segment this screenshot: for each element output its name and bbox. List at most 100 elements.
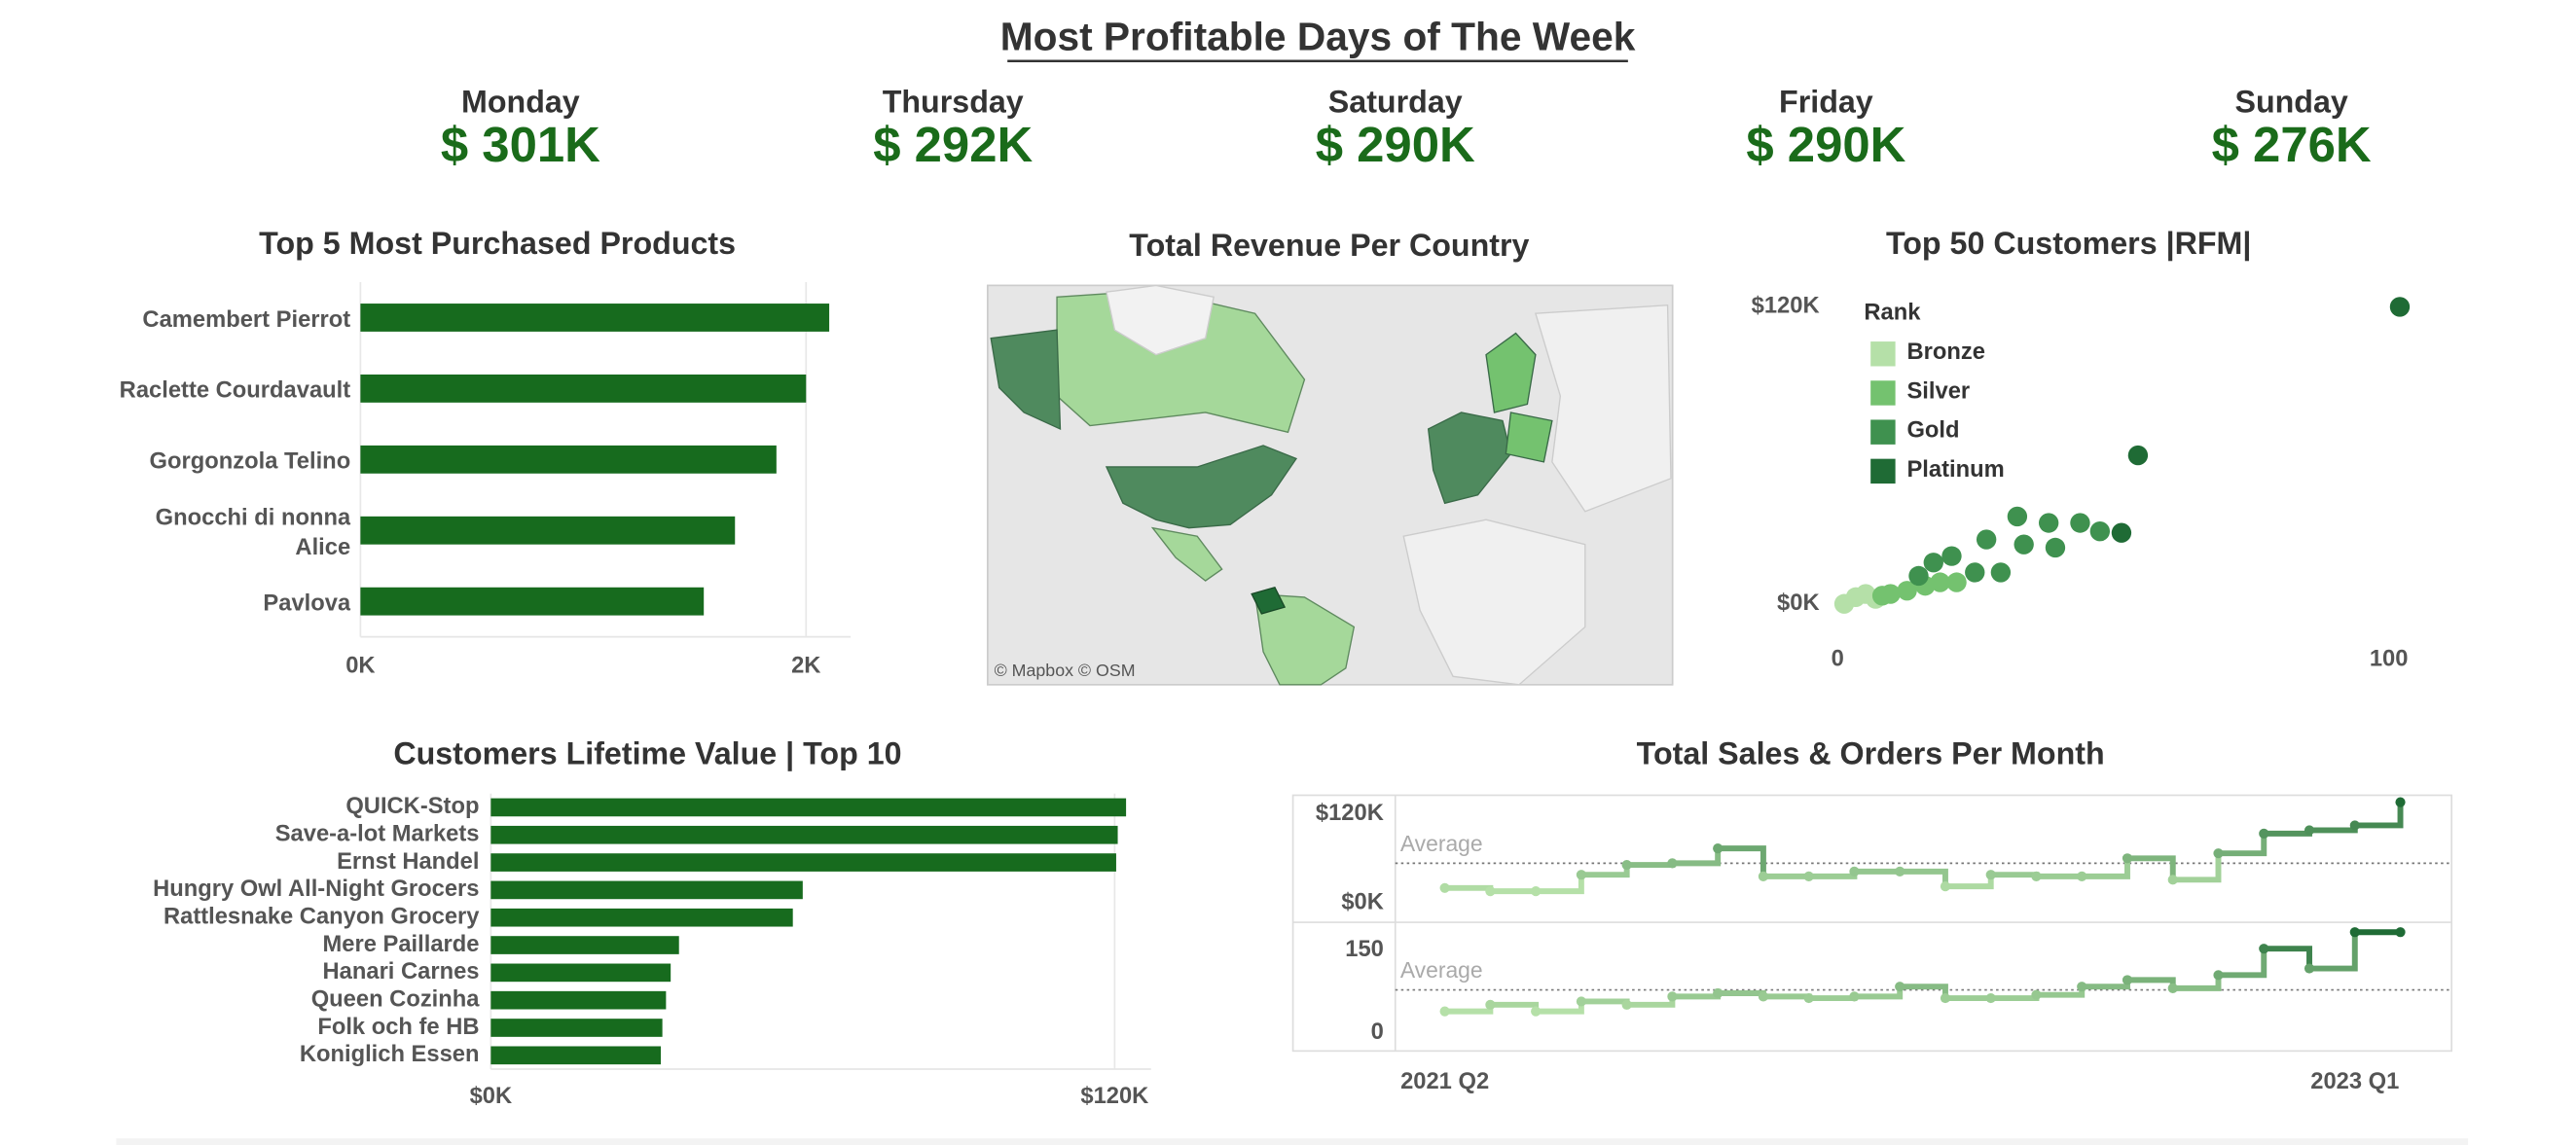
chart-title: Top 5 Most Purchased Products	[259, 226, 736, 261]
chart-title: Top 50 Customers |RFM|	[1886, 226, 2251, 261]
step-point	[2077, 871, 2087, 881]
step-point	[1439, 1006, 1450, 1017]
step-point	[1713, 987, 1723, 999]
legend-entry: Silver	[1906, 378, 1970, 404]
kpi-day: Sunday	[2234, 84, 2347, 119]
average-label: Average	[1400, 957, 1483, 983]
scatter-point	[2014, 534, 2034, 555]
step-point	[2259, 944, 2269, 954]
y-tick-label: Hanari Carnes	[323, 959, 480, 984]
step-point	[2213, 970, 2224, 981]
step-point	[2122, 853, 2133, 864]
step-segment	[2172, 975, 2222, 991]
step-segment	[1900, 868, 1948, 887]
step-point	[1485, 886, 1496, 897]
bar	[490, 908, 793, 927]
category-label-box: Gorgonzola Telino	[149, 446, 351, 473]
step-point	[2031, 989, 2042, 1000]
step-segment	[2264, 946, 2312, 969]
step-segment	[1580, 865, 1630, 878]
step-point	[1621, 859, 1632, 871]
kpi-value: $ 292K	[873, 117, 1033, 172]
kpi-value: $ 301K	[441, 117, 600, 172]
y-tick-label: Pavlova	[263, 588, 351, 615]
y-tick-label: Raclette Courdavault	[119, 375, 351, 402]
y-tick-label: Queen Cozinha	[311, 986, 481, 1012]
step-segment	[1626, 862, 1676, 869]
y-tick-label: Gorgonzola Telino	[149, 446, 351, 473]
step-point	[1849, 991, 1860, 1002]
scatter-point	[2045, 537, 2066, 558]
kpi-value: $ 290K	[1746, 117, 1905, 172]
scatter-point	[1941, 546, 1962, 566]
step-point	[1713, 843, 1723, 854]
y-tick-label: Save-a-lot Markets	[275, 822, 480, 847]
category-label-box: Camembert Pierrot	[142, 304, 350, 331]
y-tick-label: $0K	[1777, 590, 1820, 616]
step-point	[1895, 982, 1905, 992]
x-tick-label: 0K	[345, 653, 375, 678]
x-tick-label: 100	[2370, 647, 2409, 672]
step-point	[2349, 820, 2360, 831]
bar	[490, 853, 1116, 872]
legend-swatch	[1870, 458, 1896, 484]
bar	[490, 936, 679, 954]
step-segment	[1536, 875, 1584, 895]
step-segment	[2309, 932, 2358, 972]
step-point	[1531, 886, 1542, 897]
step-segment	[1718, 990, 1766, 997]
y-tick-label: $0K	[1341, 889, 1384, 914]
y-tick-label: 0	[1371, 1020, 1384, 1045]
bar	[490, 990, 667, 1010]
step-segment	[1490, 1001, 1540, 1012]
step-segment	[2264, 830, 2312, 837]
step-segment	[1536, 1001, 1584, 1015]
step-point	[2077, 982, 2087, 992]
step-point	[1667, 991, 1678, 1002]
step-point	[1531, 1006, 1542, 1017]
step-segment	[1900, 984, 1948, 999]
y-tick-label: Rattlesnake Canyon Grocery	[163, 904, 480, 929]
step-segment	[2126, 855, 2176, 880]
step-point	[1985, 870, 1996, 880]
step-segment	[2126, 977, 2176, 988]
kpi-day: Monday	[461, 84, 580, 119]
step-segment	[1762, 993, 1812, 1000]
legend-entry: Platinum	[1906, 457, 2004, 483]
y-tick-label: Gnocchi di nonna Alice	[155, 502, 351, 559]
kpi-day: Thursday	[883, 84, 1024, 119]
legend-entry: Bronze	[1906, 340, 1984, 365]
x-tick-label: 2K	[791, 653, 820, 678]
step-segment	[1990, 872, 2040, 878]
scatter-point	[2089, 521, 2111, 542]
bar	[490, 825, 1118, 844]
scatter-point	[1976, 529, 1997, 550]
step-point	[1667, 858, 1678, 869]
category-label-box: Gnocchi di nonna Alice	[155, 502, 351, 559]
kpi-day: Friday	[1779, 84, 1873, 119]
scatter-point	[1923, 553, 1943, 573]
legend-swatch	[1870, 341, 1896, 367]
step-point	[1849, 866, 1860, 877]
y-tick-label: Folk och fe HB	[317, 1015, 479, 1040]
average-label: Average	[1400, 831, 1483, 856]
step-point	[2395, 927, 2406, 938]
step-point	[1985, 992, 1996, 1004]
step-point	[2259, 828, 2269, 839]
bar	[360, 516, 736, 545]
step-segment	[1944, 875, 1994, 890]
step-point	[1485, 999, 1496, 1010]
step-segment	[1580, 998, 1630, 1005]
scatter-point	[1880, 584, 1901, 604]
y-tick-label: $120K	[1752, 294, 1820, 319]
scatter-point	[2111, 522, 2132, 543]
y-tick-label: Hungry Owl All-Night Grocers	[153, 877, 479, 902]
step-segment	[1444, 884, 1494, 892]
step-segment	[2172, 853, 2222, 883]
step-segment	[1626, 996, 1676, 1008]
step-point	[2213, 848, 2224, 859]
step-segment	[1808, 995, 1858, 1002]
scatter-point	[1897, 581, 1917, 601]
step-point	[2395, 797, 2406, 807]
